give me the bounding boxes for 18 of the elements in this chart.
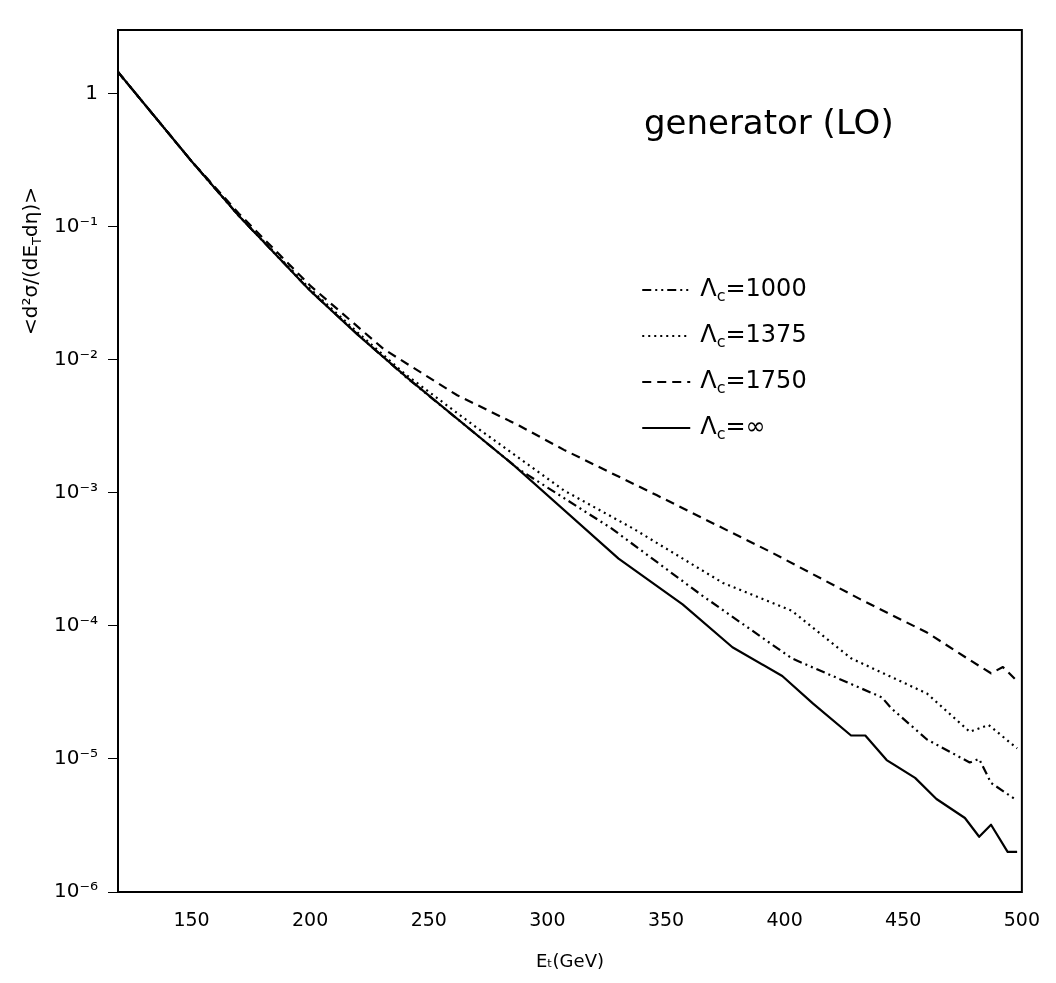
y-tick-label: 10⁻⁵ (53, 745, 98, 770)
x-tick-label: 150 (173, 908, 210, 931)
y-tick-label: 10⁻⁴ (53, 612, 98, 637)
y-tick-label: 1 (85, 79, 98, 104)
x-tick-label: 450 (885, 908, 922, 931)
x-tick-label: 300 (529, 908, 566, 931)
y-tick-label: 10⁻⁶ (53, 878, 98, 903)
x-tick-label: 350 (647, 908, 685, 931)
x-tick-label: 250 (410, 908, 447, 931)
y-tick-label: 10⁻³ (53, 478, 98, 503)
x-tick-label: 200 (292, 908, 329, 931)
y-tick-label: 10⁻² (53, 345, 98, 370)
y-tick-label: 10⁻¹ (53, 212, 98, 237)
y-axis-title: <d²σ/(dETdη)> (18, 187, 45, 335)
x-tick-label: 500 (1003, 908, 1040, 931)
x-tick-label: 400 (766, 908, 803, 931)
x-axis-title: Eₜ(GeV) (535, 949, 604, 971)
text: generator (LO) (643, 101, 894, 142)
